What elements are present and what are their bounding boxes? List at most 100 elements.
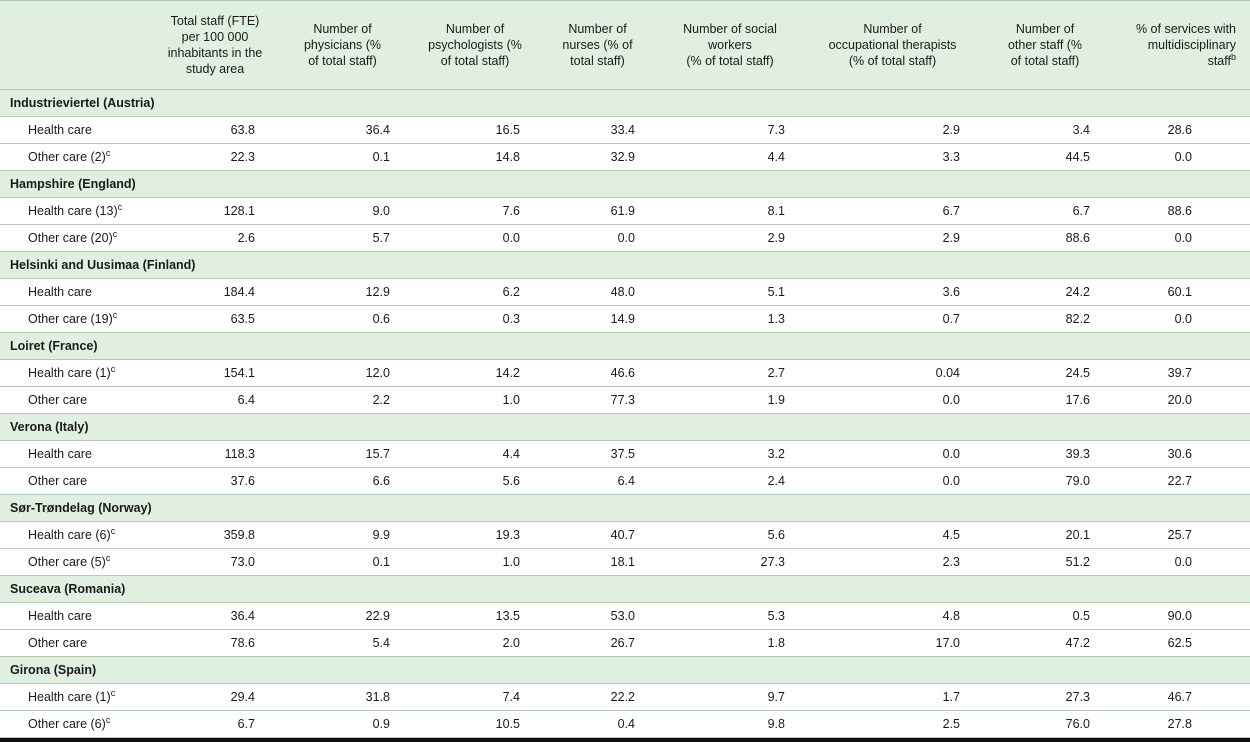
footnote-marker: c <box>110 363 116 374</box>
table-cell: 61.9 <box>540 197 655 225</box>
table-cell: 5.6 <box>410 467 540 495</box>
table-cell: 16.5 <box>410 116 540 144</box>
table-cell: 27.8 <box>1110 710 1250 738</box>
table-cell: 184.4 <box>155 278 275 306</box>
table-row: Health care (1)c 29.4 31.8 7.4 22.2 9.7 1.7 27.… <box>0 683 1250 711</box>
table-row: Other care (19)c 63.5 0.6 0.3 14.9 1.3 0.7 82.2… <box>0 305 1250 333</box>
table-cell: 7.6 <box>410 197 540 225</box>
table-cell: 0.04 <box>805 359 980 387</box>
row-label: Other care (19)c <box>0 305 155 333</box>
region-header-row: Hampshire (England) <box>0 170 1250 198</box>
table-row: Health care 63.8 36.4 16.5 33.4 7.3 2.9 3.4 28.6 <box>0 116 1250 144</box>
table-cell: 6.4 <box>155 386 275 414</box>
table-row: Other care 6.4 2.2 1.0 77.3 1.9 0.0 17.6 20.0 <box>0 386 1250 414</box>
row-label: Other care (5)c <box>0 548 155 576</box>
row-label: Health care (1)c <box>0 683 155 711</box>
row-label: Other care (2)c <box>0 143 155 171</box>
table-cell: 118.3 <box>155 440 275 468</box>
table-cell: 0.0 <box>805 467 980 495</box>
table-cell: 7.3 <box>655 116 805 144</box>
table-cell: 2.4 <box>655 467 805 495</box>
row-label: Health care (1)c <box>0 359 155 387</box>
table-cell: 2.9 <box>805 224 980 252</box>
table-cell: 14.2 <box>410 359 540 387</box>
table-row: Other care (2)c 22.3 0.1 14.8 32.9 4.4 3.3 44.5… <box>0 143 1250 171</box>
region-header-row: Girona (Spain) <box>0 656 1250 684</box>
table-cell: 31.8 <box>275 683 410 711</box>
table-cell: 22.7 <box>1110 467 1250 495</box>
table-cell: 1.9 <box>655 386 805 414</box>
table-cell: 60.1 <box>1110 278 1250 306</box>
row-label: Health care <box>0 602 155 630</box>
table-cell: 88.6 <box>980 224 1110 252</box>
table-cell: 47.2 <box>980 629 1110 657</box>
table-cell: 82.2 <box>980 305 1110 333</box>
table-cell: 73.0 <box>155 548 275 576</box>
row-label: Other care (20)c <box>0 224 155 252</box>
table-cell: 5.7 <box>275 224 410 252</box>
region-header-row: Sør-Trøndelag (Norway) <box>0 494 1250 522</box>
table-cell: 2.7 <box>655 359 805 387</box>
table-header: Total staff (FTE) per 100 000 inhabitant… <box>0 1 1250 90</box>
region-name: Verona (Italy) <box>0 413 1250 441</box>
table-cell: 0.9 <box>275 710 410 738</box>
region-header-row: Industrieviertel (Austria) <box>0 89 1250 117</box>
table-cell: 3.6 <box>805 278 980 306</box>
col-header-social-workers: Number of social workers (% of total sta… <box>655 1 805 90</box>
table-cell: 0.3 <box>410 305 540 333</box>
table-cell: 2.2 <box>275 386 410 414</box>
table-cell: 12.9 <box>275 278 410 306</box>
table-cell: 6.6 <box>275 467 410 495</box>
col-header-occupational-therapists: Number of occupational therapists (% of … <box>805 1 980 90</box>
table-cell: 12.0 <box>275 359 410 387</box>
row-label-column-header <box>0 1 155 90</box>
table-cell: 7.4 <box>410 683 540 711</box>
table-row: Health care 36.4 22.9 13.5 53.0 5.3 4.8 0.5 90.0 <box>0 602 1250 630</box>
table-cell: 22.3 <box>155 143 275 171</box>
region-name: Loiret (France) <box>0 332 1250 360</box>
col-header-multidisciplinary: % of services with multidisciplinary sta… <box>1110 1 1250 90</box>
table-cell: 10.5 <box>410 710 540 738</box>
row-label: Other care (6)c <box>0 710 155 738</box>
row-label: Other care <box>0 467 155 495</box>
table-cell: 63.5 <box>155 305 275 333</box>
col-header-label: Number of occupational therapists (% of … <box>828 21 957 68</box>
header-row: Total staff (FTE) per 100 000 inhabitant… <box>0 1 1250 90</box>
table-cell: 28.6 <box>1110 116 1250 144</box>
table-cell: 76.0 <box>980 710 1110 738</box>
table-cell: 4.4 <box>410 440 540 468</box>
table-cell: 77.3 <box>540 386 655 414</box>
table-cell: 14.8 <box>410 143 540 171</box>
table-cell: 40.7 <box>540 521 655 549</box>
col-header-physicians: Number of physicians (% of total staff) <box>275 1 410 90</box>
table-cell: 27.3 <box>655 548 805 576</box>
table-cell: 1.0 <box>410 386 540 414</box>
table-cell: 0.6 <box>275 305 410 333</box>
table-cell: 0.0 <box>540 224 655 252</box>
table-cell: 24.5 <box>980 359 1110 387</box>
table-cell: 2.0 <box>410 629 540 657</box>
table-cell: 6.4 <box>540 467 655 495</box>
table-body: Industrieviertel (Austria) Health care 63.… <box>0 89 1250 738</box>
table-cell: 30.6 <box>1110 440 1250 468</box>
table-cell: 0.0 <box>805 440 980 468</box>
row-label: Health care <box>0 440 155 468</box>
row-label: Health care <box>0 278 155 306</box>
table-cell: 0.1 <box>275 548 410 576</box>
table-cell: 19.3 <box>410 521 540 549</box>
row-label: Health care <box>0 116 155 144</box>
table-cell: 25.7 <box>1110 521 1250 549</box>
table-cell: 39.7 <box>1110 359 1250 387</box>
table-row: Health care (6)c 359.8 9.9 19.3 40.7 5.6 4.5 20… <box>0 521 1250 549</box>
table-cell: 5.3 <box>655 602 805 630</box>
table-cell: 0.0 <box>410 224 540 252</box>
footnote-marker: c <box>112 228 118 239</box>
table-cell: 33.4 <box>540 116 655 144</box>
table-cell: 1.3 <box>655 305 805 333</box>
region-name: Industrieviertel (Austria) <box>0 89 1250 117</box>
col-header-label: Number of social workers (% of total sta… <box>683 21 777 68</box>
footnote-marker: c <box>105 714 111 725</box>
row-label: Health care (13)c <box>0 197 155 225</box>
table-cell: 8.1 <box>655 197 805 225</box>
table-cell: 4.8 <box>805 602 980 630</box>
